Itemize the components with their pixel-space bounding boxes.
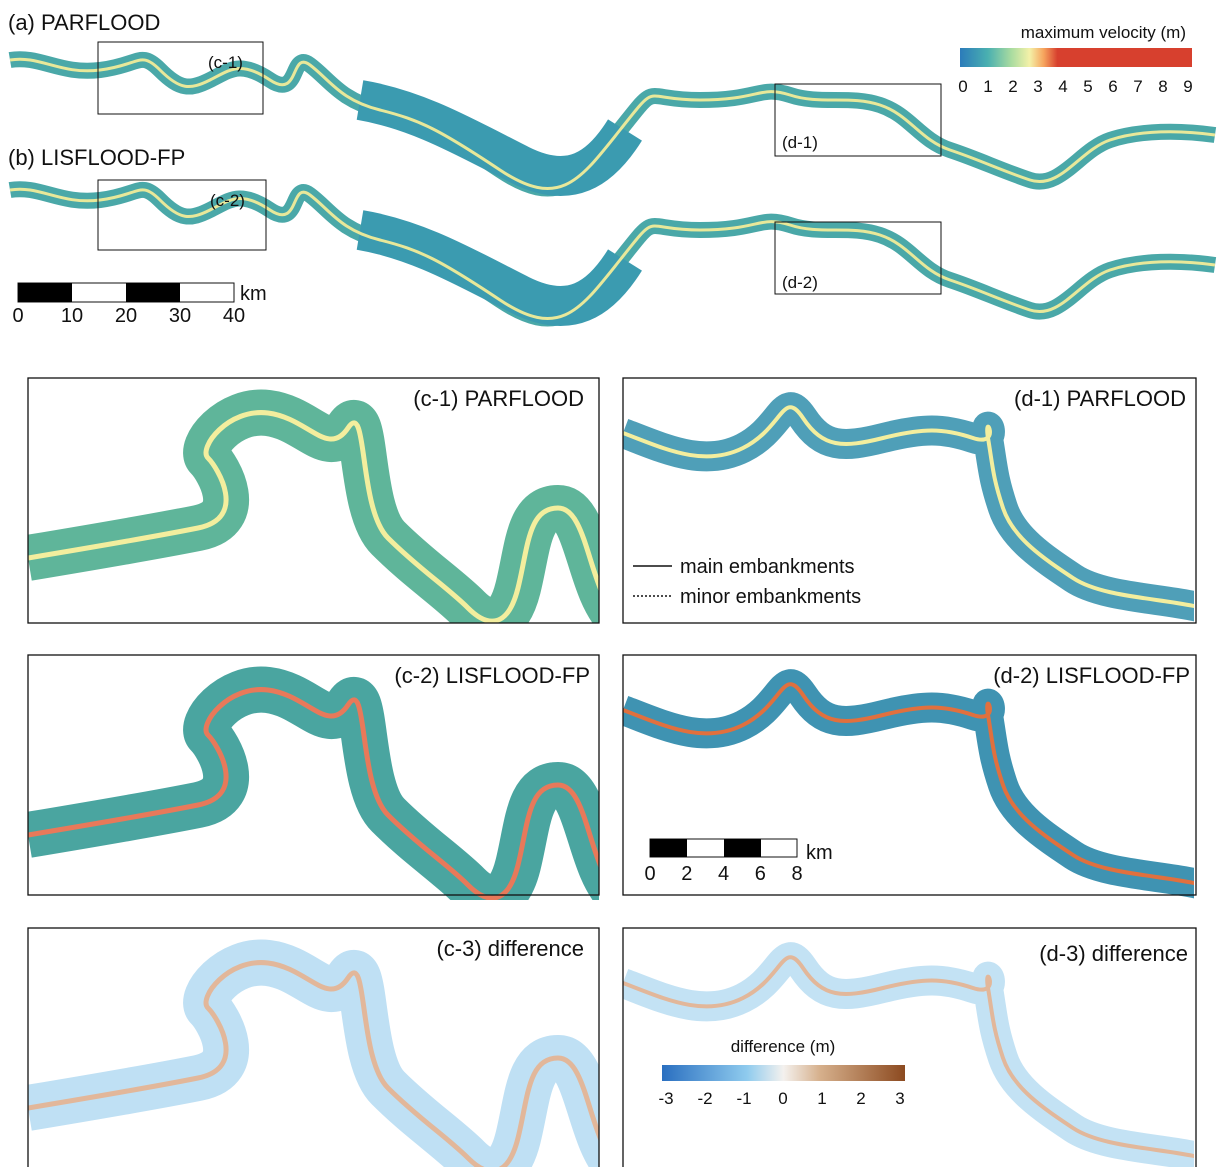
panel-title: (c-2) LISFLOOD-FP [394,663,590,688]
tick-label: 0 [778,1089,787,1108]
map-panel [623,957,1194,1158]
legend-label: main embankments [680,556,855,578]
panel-frame [27,927,600,1167]
legend-title: maximum velocity (m) [1021,23,1186,42]
panel-label: (a) PARFLOOD [8,10,160,35]
tick-label: -1 [736,1089,751,1108]
tick-label: 0 [958,77,967,96]
tick-label: 3 [895,1089,904,1108]
scale-bar [17,282,235,303]
inset-label: (c-2) [210,191,245,210]
tick-label: 2 [1008,77,1017,96]
tick-label: -2 [697,1089,712,1108]
colorbar [662,1065,905,1081]
tick-label: 4 [1058,77,1067,96]
scale-unit: km [240,283,267,305]
panel-title: (c-3) difference [436,936,584,961]
tick-label: 2 [681,863,692,885]
panel-frame [622,377,1197,624]
inset-label: (d-1) [782,133,818,152]
panel-title: (d-1) PARFLOOD [1014,386,1186,411]
tick-label: 40 [223,305,245,327]
tick-label: 20 [115,305,137,327]
tick-label: -3 [658,1089,673,1108]
tick-label: 0 [644,863,655,885]
scale-bar [649,838,798,858]
tick-label: 5 [1083,77,1092,96]
colorbar [960,48,1192,67]
inset-box [97,179,267,251]
inset-label: (c-1) [208,53,243,72]
tick-label: 9 [1183,77,1192,96]
panel-frame [27,377,600,624]
panel-title: (c-1) PARFLOOD [413,386,584,411]
inset-box [774,221,942,295]
tick-label: 6 [1108,77,1117,96]
tick-label: 6 [755,863,766,885]
panel-frame [622,927,1197,1167]
panel-frame [622,654,1197,896]
tick-label: 30 [169,305,191,327]
panel-title: (d-3) difference [1039,941,1188,966]
tick-label: 1 [983,77,992,96]
tick-label: 7 [1133,77,1142,96]
map-panel [28,963,618,1167]
inset-box [97,41,264,115]
tick-label: 8 [1158,77,1167,96]
tick-label: 4 [718,863,729,885]
tick-label: 8 [791,863,802,885]
tick-label: 2 [856,1089,865,1108]
panel-title: (d-2) LISFLOOD-FP [993,663,1190,688]
map-panel [28,690,618,899]
inset-label: (d-2) [782,273,818,292]
tick-label: 3 [1033,77,1042,96]
map-panel [28,413,618,622]
tick-label: 10 [61,305,83,327]
panel-frame [27,654,600,896]
tick-label: 0 [12,305,23,327]
inset-box [774,83,942,157]
scale-unit: km [806,842,833,864]
legend-label: minor embankments [680,586,861,608]
tick-label: 1 [817,1089,826,1108]
legend-title: difference (m) [731,1037,836,1056]
panel-label: (b) LISFLOOD-FP [8,145,185,170]
